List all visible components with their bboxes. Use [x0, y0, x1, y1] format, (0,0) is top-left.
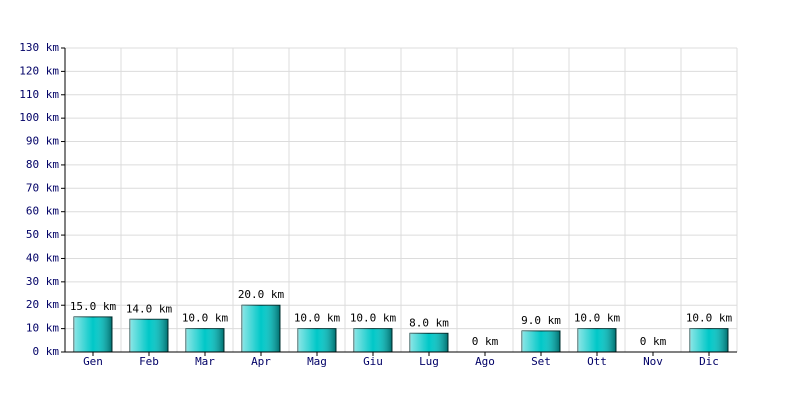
y-tick-label: 40 km [26, 251, 59, 264]
x-tick-label: Ott [587, 355, 607, 368]
x-tick-label: Gen [83, 355, 103, 368]
value-label: 10.0 km [350, 312, 397, 325]
bar-shade [242, 305, 280, 352]
x-tick-label: Mag [307, 355, 327, 368]
y-tick-label: 20 km [26, 298, 59, 311]
y-tick-label: 80 km [26, 158, 59, 171]
value-label: 10.0 km [182, 312, 229, 325]
bar-shade [410, 333, 448, 352]
bar-shade [74, 316, 112, 352]
y-tick-label: 30 km [26, 275, 59, 288]
y-tick-label: 90 km [26, 135, 59, 148]
bar-shade [522, 330, 560, 352]
value-label: 20.0 km [238, 288, 285, 301]
x-tick-label: Giu [363, 355, 383, 368]
y-tick-label: 120 km [19, 64, 59, 77]
y-tick-label: 60 km [26, 205, 59, 218]
bar-shade [578, 328, 616, 352]
x-tick-label: Lug [419, 355, 439, 368]
x-tick-label: Apr [251, 355, 271, 368]
value-label: 10.0 km [574, 312, 621, 325]
x-tick-label: Feb [139, 355, 159, 368]
value-label: 10.0 km [294, 312, 341, 325]
y-tick-label: 110 km [19, 88, 59, 101]
value-label: 10.0 km [686, 312, 733, 325]
x-tick-label: Dic [699, 355, 719, 368]
bar-shade [354, 328, 392, 352]
y-tick-label: 100 km [19, 111, 59, 124]
x-tick-label: Ago [475, 355, 495, 368]
y-tick-label: 0 km [33, 345, 60, 358]
x-tick-label: Set [531, 355, 551, 368]
value-label: 15.0 km [70, 300, 117, 313]
y-tick-label: 10 km [26, 322, 59, 335]
value-label: 9.0 km [521, 314, 561, 327]
value-label: 14.0 km [126, 302, 173, 315]
bar-shade [186, 328, 224, 352]
bar-shade [298, 328, 336, 352]
value-label: 0 km [640, 335, 667, 348]
bar-shade [130, 319, 168, 352]
x-tick-label: Mar [195, 355, 215, 368]
value-label: 8.0 km [409, 316, 449, 329]
y-tick-label: 70 km [26, 181, 59, 194]
value-label: 0 km [472, 335, 499, 348]
bar-shade [690, 328, 728, 352]
y-tick-label: 50 km [26, 228, 59, 241]
y-tick-label: 130 km [19, 41, 59, 54]
x-tick-label: Nov [643, 355, 663, 368]
